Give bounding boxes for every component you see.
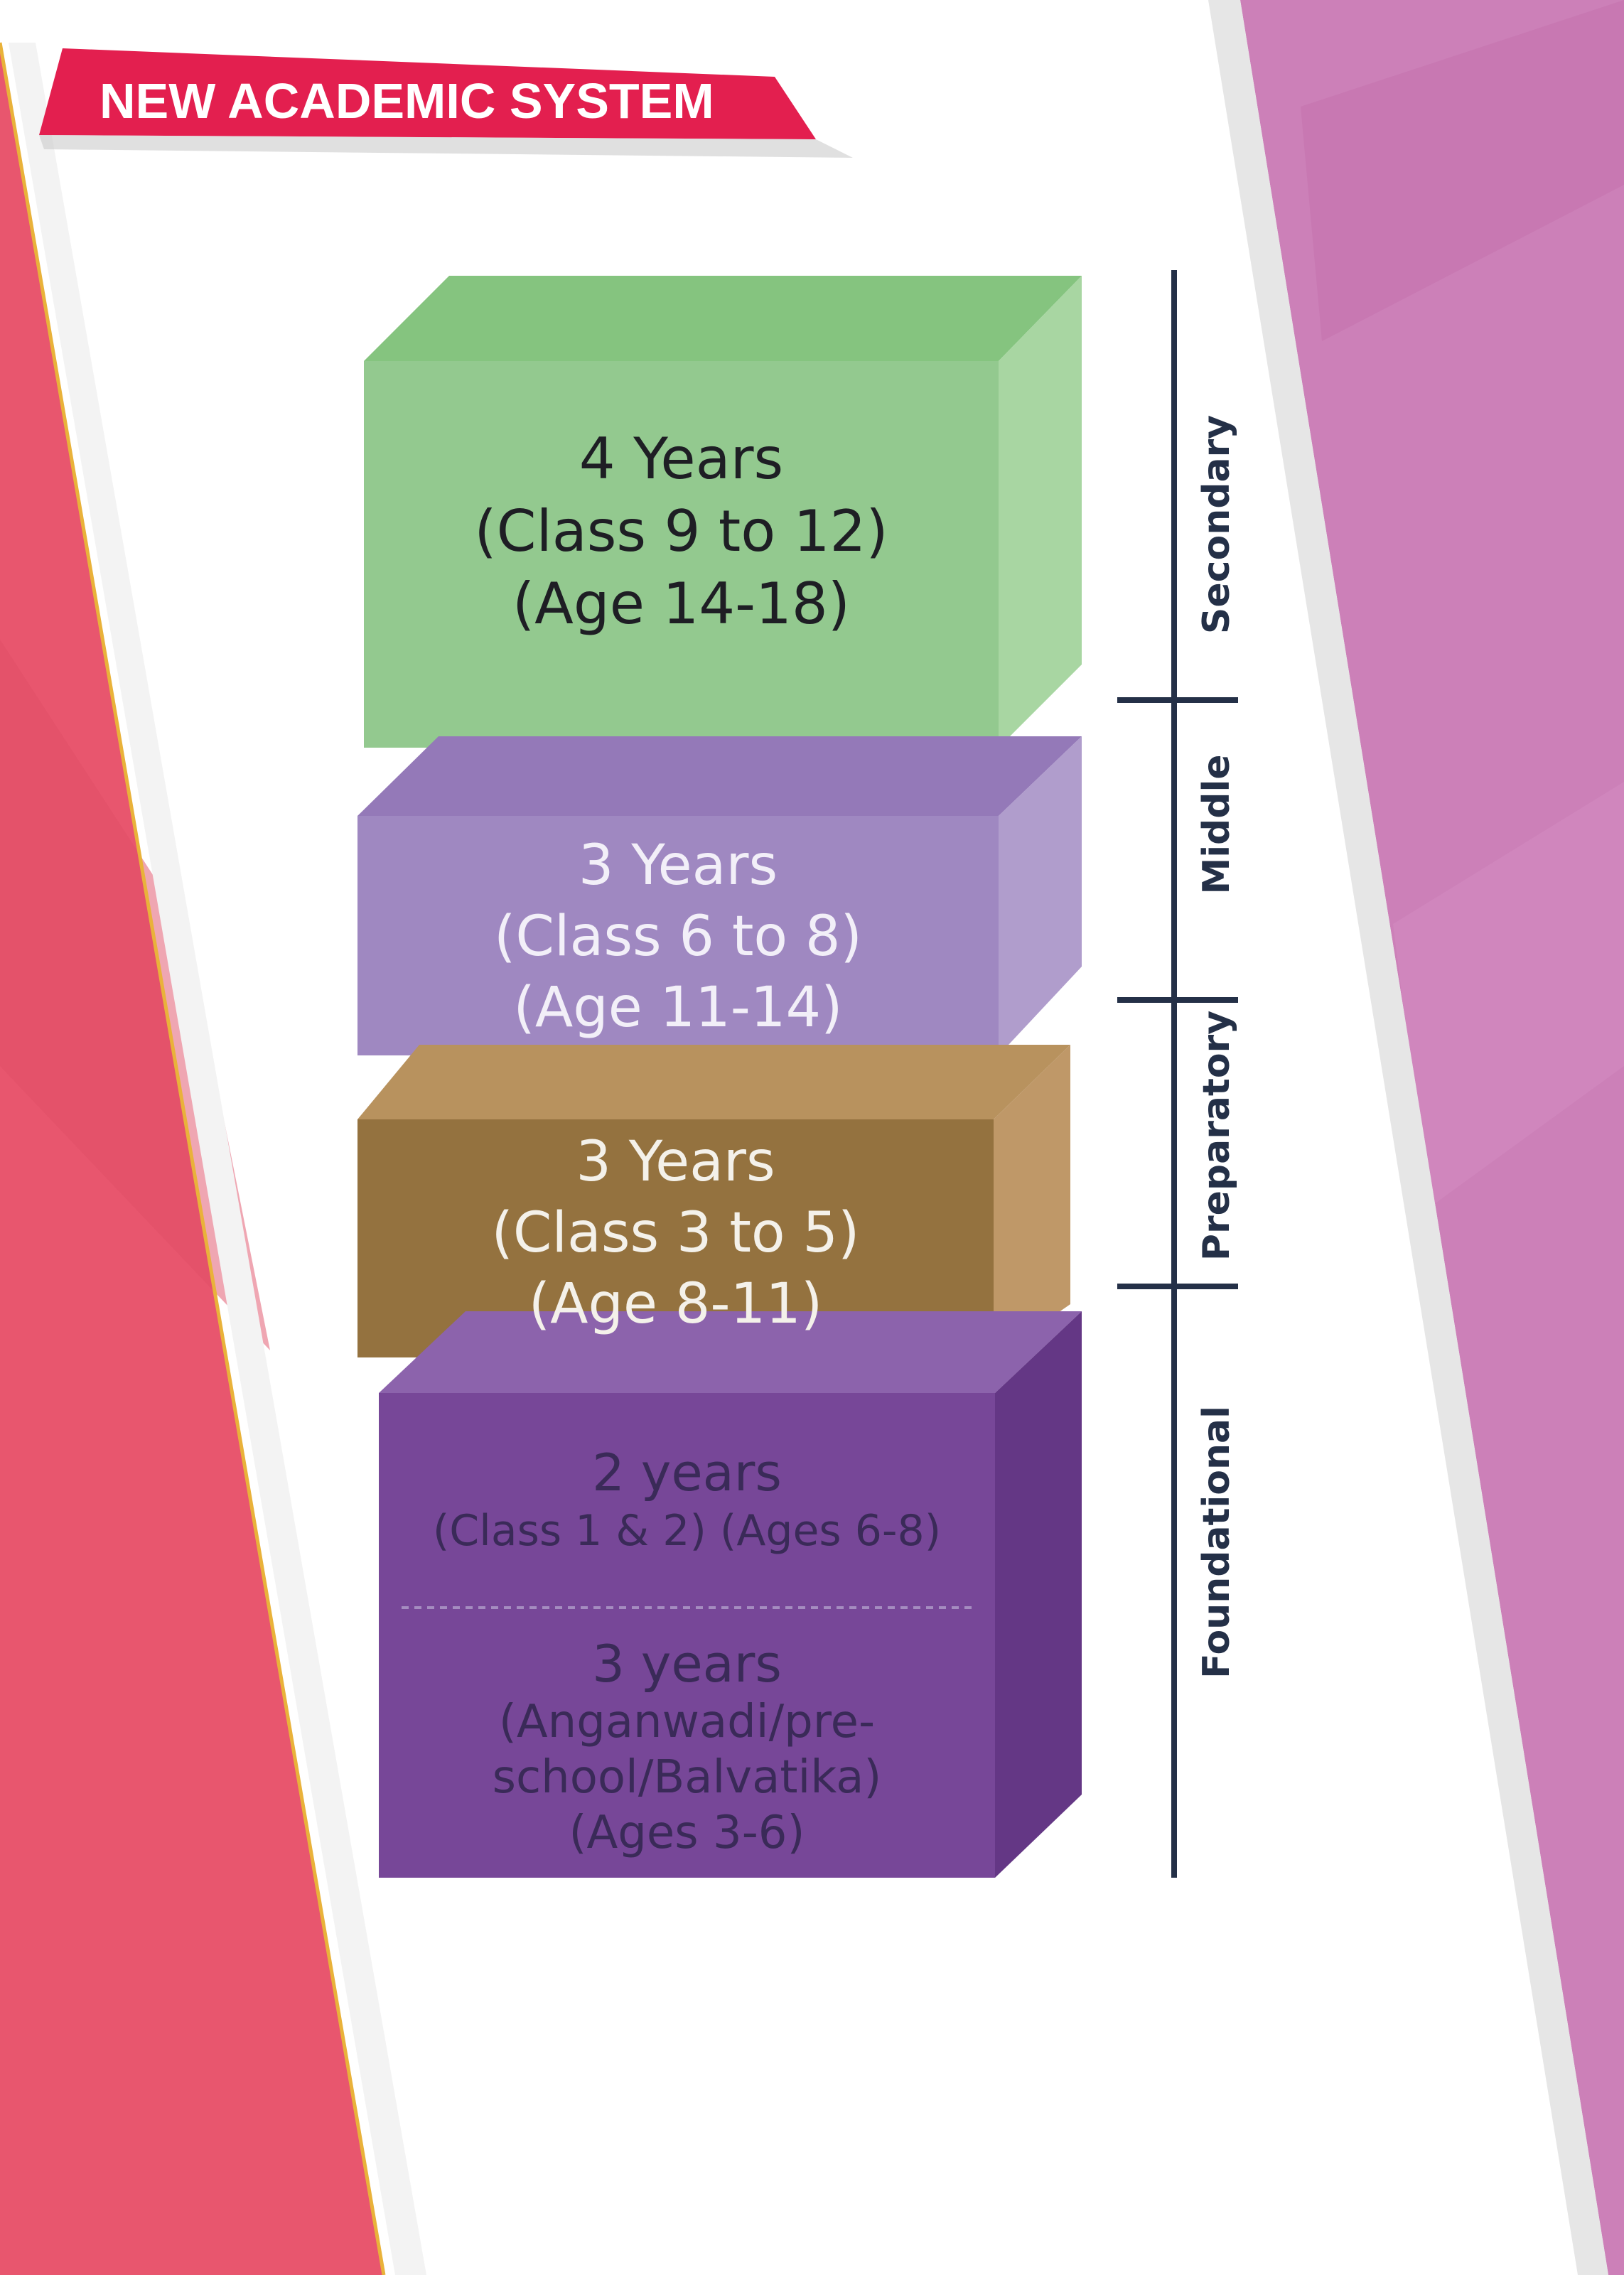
banner-underline — [39, 135, 853, 158]
foundational-lower-ages: (Ages 3-6) — [569, 1807, 805, 1859]
banner-title: NEW ACADEMIC SYSTEM — [100, 73, 714, 129]
foundational-upper-text: 2 years (Class 1 & 2) (Ages 6-8) — [379, 1443, 995, 1559]
middle-block-side — [999, 736, 1082, 1055]
preparatory-block-text: 3 Years (Class 3 to 5) (Age 8-11) — [357, 1126, 994, 1340]
middle-block-text: 3 Years (Class 6 to 8) (Age 11-14) — [357, 830, 999, 1043]
stage-label-secondary: Secondary — [1195, 414, 1238, 635]
preparatory-classes: (Class 3 to 5) — [491, 1201, 860, 1265]
foundational-lower-years: 3 years — [592, 1634, 782, 1694]
foundational-lower-line2: school/Balvatika) — [492, 1751, 882, 1804]
secondary-block-front — [364, 361, 999, 748]
stage-label-preparatory: Preparatory — [1195, 1010, 1238, 1262]
middle-block-front — [357, 816, 999, 1055]
left-band-gold-edge — [0, 42, 386, 2275]
middle-ages: (Age 11-14) — [513, 976, 843, 1040]
secondary-block-text: 4 Years (Class 9 to 12) (Age 14-18) — [364, 423, 999, 640]
foundational-upper-years: 2 years — [592, 1443, 782, 1502]
middle-years: 3 Years — [578, 834, 778, 898]
stage-label-middle: Middle — [1195, 754, 1238, 895]
banner-ribbon — [39, 48, 816, 139]
foundational-block-front — [379, 1393, 995, 1878]
middle-classes: (Class 6 to 8) — [493, 905, 862, 969]
preparatory-block-top — [357, 1045, 1070, 1119]
secondary-years: 4 Years — [579, 426, 784, 492]
foundational-upper-detail: (Class 1 & 2) (Ages 6-8) — [432, 1506, 942, 1556]
foundational-block-top — [379, 1311, 1082, 1393]
foundational-lower-text: 3 years (Anganwadi/pre- school/Balvatika… — [379, 1633, 995, 1861]
left-band-white-edge — [9, 43, 426, 2275]
left-decorative-band — [0, 0, 384, 2275]
foundational-block-side — [995, 1311, 1082, 1878]
right-band-shadow — [1208, 0, 1608, 2275]
preparatory-years: 3 Years — [576, 1130, 775, 1194]
secondary-block-top — [364, 276, 1082, 361]
foundational-lower-line1: (Anganwadi/pre- — [498, 1696, 876, 1748]
left-band-shade — [0, 640, 270, 1350]
secondary-block-side — [999, 276, 1082, 748]
middle-block-top — [357, 736, 1082, 816]
stage-label-foundational: Foundational — [1195, 1406, 1238, 1679]
secondary-ages: (Age 14-18) — [512, 571, 851, 637]
right-band-shade-2 — [1393, 782, 1624, 1208]
right-band-shade — [1301, 0, 1624, 341]
preparatory-ages: (Age 8-11) — [528, 1272, 823, 1336]
secondary-classes: (Class 9 to 12) — [474, 498, 888, 564]
preparatory-block-side — [994, 1045, 1070, 1357]
